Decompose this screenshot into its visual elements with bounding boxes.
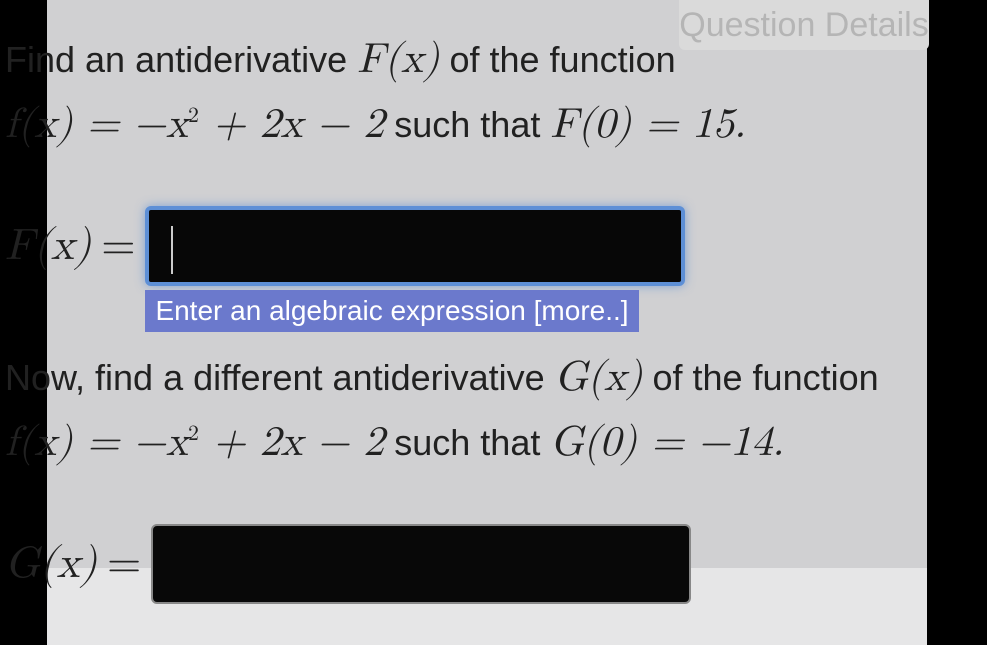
- part1-text-post: of the function: [439, 39, 675, 80]
- gx-answer-input[interactable]: [151, 524, 691, 604]
- part2-input-wrap: [151, 524, 691, 604]
- part1-text-pre: Find an antiderivative: [5, 39, 357, 80]
- question-content: Find an antiderivative F(x) of the funct…: [5, 28, 982, 632]
- part1-answer-eq: =: [101, 220, 135, 273]
- part2-prompt: Now, find a different antiderivative G(x…: [5, 346, 982, 411]
- part2-answer-label: G(x): [5, 538, 97, 591]
- tooltip-text: Enter an algebraic expression [more..]: [155, 295, 628, 326]
- part2-answer-row: G(x) =: [5, 524, 982, 604]
- part2-answer-eq: =: [107, 538, 141, 591]
- part2-fx-exp: 2: [188, 424, 199, 445]
- part2-Gx: G(x): [555, 357, 643, 399]
- part1-Fx: F(x): [357, 39, 439, 81]
- part1-answer-label: F(x): [5, 220, 91, 273]
- part2-text-post: of the function: [642, 357, 878, 398]
- part1-fx-right: + 2x − 2: [199, 104, 384, 146]
- part1-prompt: Find an antiderivative F(x) of the funct…: [5, 28, 982, 93]
- part1-function-line: f(x) = −x2 + 2x − 2 such that F(0) = 15.: [5, 93, 982, 158]
- text-cursor: [171, 226, 173, 274]
- part2-function-line: f(x) = −x2 + 2x − 2 such that G(0) = −14…: [5, 411, 982, 476]
- part1-input-wrap: Enter an algebraic expression [more..]: [145, 206, 685, 286]
- part1-answer-row: F(x) = Enter an algebraic expression [mo…: [5, 206, 982, 286]
- fx-answer-input[interactable]: [145, 206, 685, 286]
- part2-such-that: such that: [384, 422, 550, 463]
- part2-text-pre: Now, find a different antiderivative: [5, 357, 555, 398]
- part1-fx-left: f(x) = −x: [5, 104, 188, 146]
- input-tooltip[interactable]: Enter an algebraic expression [more..]: [145, 290, 638, 332]
- part1-such-that: such that: [384, 104, 550, 145]
- part1-condition: F(0) = 15.: [550, 104, 745, 146]
- part2-fx-right: + 2x − 2: [199, 422, 384, 464]
- part2-condition: G(0) = −14.: [550, 422, 784, 464]
- part1-fx-exp: 2: [188, 106, 199, 127]
- part2-fx-left: f(x) = −x: [5, 422, 188, 464]
